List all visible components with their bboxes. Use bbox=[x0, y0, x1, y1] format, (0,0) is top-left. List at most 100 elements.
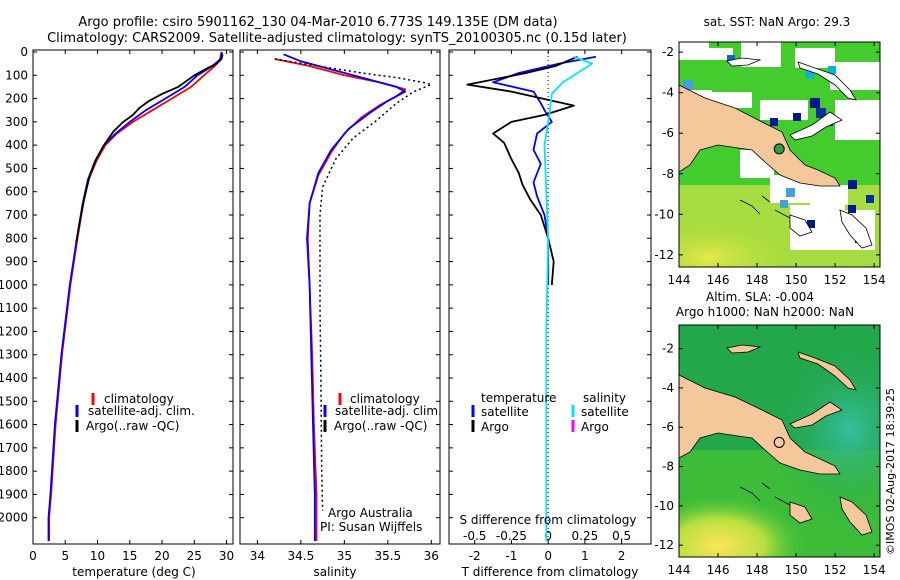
map-x-tick-label: 150 bbox=[785, 563, 808, 577]
legend-label-satellite: satellite-adj. clim. bbox=[335, 404, 442, 418]
s-difference-label: S difference from climatology bbox=[460, 513, 637, 527]
temperature-panel: 0100200300400500600700800900100011001200… bbox=[0, 45, 234, 579]
legend-title-temperature: temperature bbox=[481, 391, 556, 405]
new-guinea-landmass bbox=[679, 84, 841, 187]
difference-axes bbox=[448, 49, 652, 545]
sst-map-panel: sat. SST: NaN Argo: 29.3 bbox=[654, 15, 885, 287]
series-satellite-adj-clim bbox=[283, 53, 407, 541]
x-tick-label: 34 bbox=[250, 549, 265, 563]
map-x-tick-label: 154 bbox=[863, 563, 886, 577]
depth-tick-label: 1100 bbox=[0, 301, 28, 315]
new-britain-island bbox=[789, 401, 843, 429]
salinity-panel: 34 34.5 35 35.5 36 climatology satellite-adj… bbox=[239, 49, 442, 579]
coastline-detail bbox=[739, 195, 791, 219]
map-x-tick-label: 146 bbox=[707, 273, 730, 287]
depth-tick-label: 900 bbox=[5, 255, 28, 269]
depth-tick-label: 500 bbox=[5, 161, 28, 175]
map-x-tick-label: 148 bbox=[746, 273, 769, 287]
depth-tick-label: 300 bbox=[5, 115, 28, 129]
map-y-tick-label: -2 bbox=[662, 342, 674, 356]
x-tick-label: 35.5 bbox=[374, 549, 401, 563]
legend-label-t-argo: Argo bbox=[481, 420, 509, 434]
map-y-tick-label: -6 bbox=[662, 126, 674, 140]
depth-tick-label: 1300 bbox=[0, 348, 28, 362]
map-x-tick-label: 150 bbox=[785, 273, 808, 287]
figure-title-line1: Argo profile: csiro 5901162_130 04-Mar-2… bbox=[78, 15, 557, 30]
map-x-tick-label: 146 bbox=[707, 563, 730, 577]
x-tick-label: 36 bbox=[424, 549, 439, 563]
x-tick-label: 15 bbox=[122, 549, 137, 563]
x-tick-label: 2 bbox=[618, 549, 626, 563]
s-tick-label: -0.25 bbox=[496, 529, 527, 543]
map-y-tick-label: -12 bbox=[654, 248, 674, 262]
x-tick-label: 30 bbox=[219, 549, 234, 563]
temperature-xlabel: temperature (deg C) bbox=[72, 565, 195, 579]
map-y-tick-label: -2 bbox=[662, 45, 674, 59]
map-x-tick-label: 152 bbox=[824, 273, 847, 287]
s-tick-label: 0.25 bbox=[572, 529, 599, 543]
map-y-tick-label: -8 bbox=[662, 167, 674, 181]
sst-missing-cell bbox=[795, 48, 835, 68]
series-s-satellite bbox=[543, 55, 594, 541]
manus-island bbox=[726, 344, 762, 354]
sst-cell bbox=[683, 80, 693, 90]
imos-credit: ©IMOS 02-Aug-2017 18:39:25 bbox=[884, 388, 897, 555]
sst-cell bbox=[727, 55, 735, 63]
map-x-tick-label: 148 bbox=[746, 563, 769, 577]
x-tick-label: 34.5 bbox=[288, 549, 315, 563]
x-tick-label: 0 bbox=[544, 549, 552, 563]
sst-cell bbox=[807, 220, 815, 228]
difference-legend: temperature satellite Argo salinity sate… bbox=[471, 391, 629, 434]
sst-cell bbox=[793, 113, 801, 121]
depth-tick-label: 1200 bbox=[0, 324, 28, 338]
legend-label-t-satellite: satellite bbox=[481, 405, 529, 419]
map-x-tick-label: 154 bbox=[863, 273, 886, 287]
temperature-legend: climatology satellite-adj. clim. Argo(..… bbox=[75, 392, 195, 433]
legend-label-climatology: climatology bbox=[104, 392, 174, 406]
depth-tick-label: 1400 bbox=[0, 371, 28, 385]
map-y-tick-label: -4 bbox=[662, 381, 674, 395]
t-difference-label: T difference from climatology bbox=[461, 565, 639, 579]
legend-label-climatology: climatology bbox=[350, 392, 420, 406]
islands-southeast bbox=[789, 214, 813, 237]
map-x-tick-label: 144 bbox=[668, 563, 691, 577]
islands-east bbox=[839, 496, 873, 536]
credit-line1: Argo Australia bbox=[328, 506, 413, 520]
depth-tick-label: 2000 bbox=[0, 511, 28, 525]
sst-cell bbox=[810, 98, 820, 108]
new-ireland-island bbox=[797, 351, 857, 391]
sla-map-frame bbox=[678, 324, 881, 558]
depth-tick-label: 0 bbox=[20, 45, 28, 59]
depth-tick-label: 600 bbox=[5, 185, 28, 199]
depth-tick-label: 800 bbox=[5, 231, 28, 245]
x-tick-label: 5 bbox=[61, 549, 69, 563]
map-y-tick-label: -8 bbox=[662, 460, 674, 474]
sst-cell bbox=[780, 200, 788, 208]
depth-tick-label: 1000 bbox=[0, 278, 28, 292]
salinity-xlabel: salinity bbox=[313, 565, 356, 579]
salinity-legend: climatology satellite-adj. clim. Argo(..… bbox=[323, 392, 442, 433]
sst-cell bbox=[828, 66, 836, 74]
depth-tick-label: 400 bbox=[5, 138, 28, 152]
sst-map-title: sat. SST: NaN Argo: 29.3 bbox=[704, 15, 851, 29]
depth-tick-label: 1500 bbox=[0, 394, 28, 408]
depth-tick-label: 200 bbox=[5, 92, 28, 106]
sst-cell bbox=[848, 205, 856, 213]
legend-label-s-satellite: satellite bbox=[581, 405, 629, 419]
x-tick-label: -2 bbox=[469, 549, 481, 563]
depth-tick-label: 100 bbox=[5, 68, 28, 82]
x-tick-label: 0 bbox=[29, 549, 37, 563]
sla-argo-position-marker bbox=[773, 436, 785, 448]
sst-cell bbox=[786, 188, 795, 197]
coastline-detail bbox=[739, 482, 791, 506]
new-guinea-landmass bbox=[679, 374, 841, 475]
x-tick-label: 25 bbox=[187, 549, 202, 563]
x-tick-label: -1 bbox=[505, 549, 517, 563]
map-y-tick-label: -10 bbox=[654, 207, 674, 221]
sst-cell bbox=[848, 180, 857, 189]
map-x-tick-label: 152 bbox=[824, 563, 847, 577]
sla-map-panel: Altim. SLA: -0.004 Argo h1000: NaN h2000… bbox=[654, 290, 885, 577]
legend-label-argo: Argo(..raw -QC) bbox=[86, 419, 179, 433]
